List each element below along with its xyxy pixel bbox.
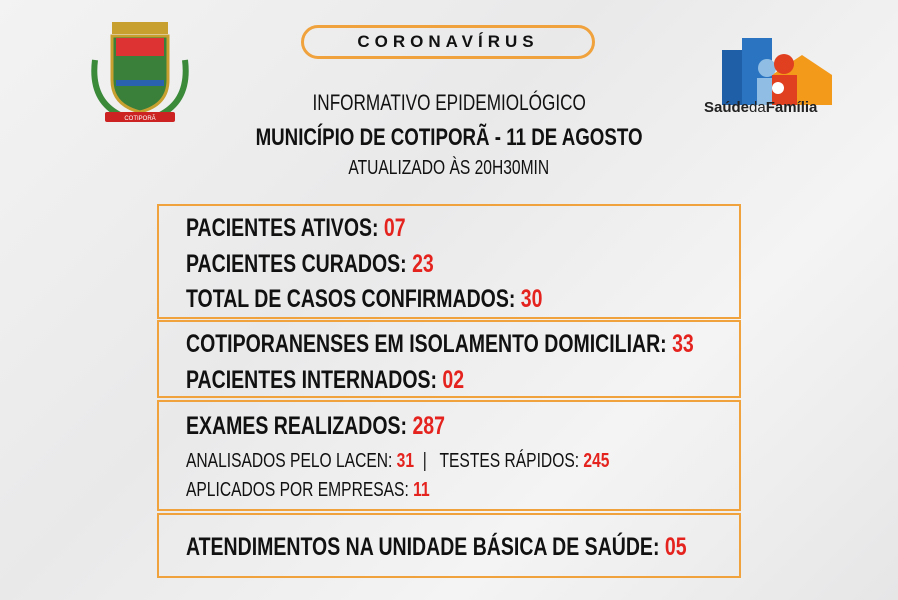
- page-subtitle: MUNICÍPIO DE COTIPORÃ - 11 DE AGOSTO: [255, 124, 643, 151]
- saude-da-familia-logo: [722, 38, 832, 105]
- cured-patients: PACIENTES CURADOS: 23: [186, 250, 434, 278]
- patients-box: PACIENTES ATIVOS: 07 PACIENTES CURADOS: …: [157, 204, 741, 319]
- ubs-box: ATENDIMENTOS NA UNIDADE BÁSICA DE SAÚDE:…: [157, 513, 741, 578]
- exams-total: EXAMES REALIZADOS: 287: [186, 412, 445, 440]
- active-patients: PACIENTES ATIVOS: 07: [186, 214, 406, 242]
- isolation-box: COTIPORANENSES EM ISOLAMENTO DOMICILIAR:…: [157, 320, 741, 398]
- cotipora-coat-of-arms-logo: COTIPORÃ: [91, 22, 189, 122]
- page-title: INFORMATIVO EPIDEMIOLÓGICO: [312, 90, 586, 115]
- coronavirus-banner: CORONAVÍRUS: [301, 25, 595, 59]
- total-confirmed: TOTAL DE CASOS CONFIRMADOS: 30: [186, 285, 543, 313]
- ubs-visits: ATENDIMENTOS NA UNIDADE BÁSICA DE SAÚDE:…: [186, 533, 687, 561]
- exams-box: EXAMES REALIZADOS: 287 ANALISADOS PELO L…: [157, 400, 741, 511]
- saude-da-familia-wordmark: SaúdedaFamília: [704, 99, 818, 116]
- exams-breakdown: ANALISADOS PELO LACEN: 31 | TESTES RÁPID…: [186, 450, 610, 472]
- updated-time: ATUALIZADO ÀS 20H30MIN: [348, 157, 550, 179]
- home-isolation: COTIPORANENSES EM ISOLAMENTO DOMICILIAR:…: [186, 330, 694, 358]
- company-tests: APLICADOS POR EMPRESAS: 11: [186, 479, 430, 501]
- hospitalized: PACIENTES INTERNADOS: 02: [186, 366, 465, 394]
- svg-text:COTIPORÃ: COTIPORÃ: [124, 115, 155, 122]
